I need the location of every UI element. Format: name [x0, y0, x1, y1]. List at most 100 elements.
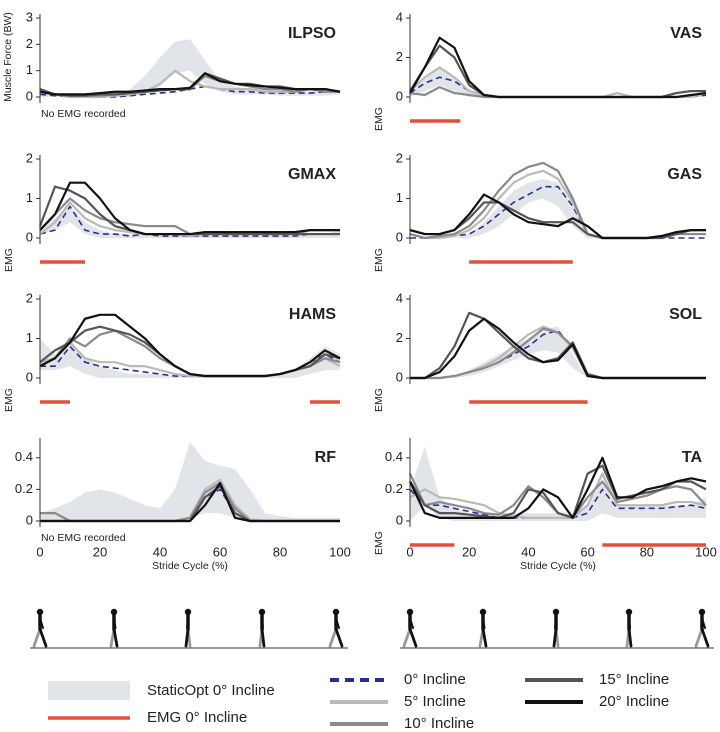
legend-label: 10° Incline	[404, 715, 474, 732]
emg-label: EMG	[373, 531, 385, 555]
figure-leg-front	[334, 627, 344, 648]
legend-label: 20° Incline	[599, 693, 669, 710]
figure-head	[258, 608, 266, 616]
gait-figure	[258, 608, 266, 648]
y-tick-label: 1	[396, 190, 403, 205]
panel-title: HAMS	[289, 306, 336, 323]
gait-figure	[694, 608, 710, 648]
figure-head	[184, 608, 192, 616]
x-tick-label: 0	[36, 544, 43, 559]
incline-line	[410, 317, 706, 380]
figure-arm	[409, 617, 414, 629]
figure-arm	[335, 617, 340, 629]
incline-line	[39, 181, 340, 236]
figure-arm	[554, 617, 557, 629]
figure-leg-back	[694, 627, 704, 648]
panel-title: GAS	[667, 166, 702, 183]
panel-title: VAS	[670, 25, 702, 42]
gait-figure	[552, 608, 560, 648]
gait-figure	[478, 608, 488, 648]
y-tick-label: 0	[26, 512, 33, 527]
figure-arm	[701, 617, 706, 629]
figure-arm	[628, 617, 631, 629]
y-tick-label: 2	[396, 330, 403, 345]
panel-title: GMAX	[288, 166, 336, 183]
x-axis-label: Stride Cycle (%)	[152, 560, 228, 572]
x-tick-label: 60	[580, 544, 594, 559]
y-tick-label: 0	[26, 88, 33, 103]
x-tick-label: 60	[213, 544, 227, 559]
x-tick-label: 20	[93, 544, 107, 559]
incline-line	[409, 456, 707, 519]
gait-figure	[328, 608, 344, 648]
incline-line	[39, 72, 341, 96]
incline-line	[409, 193, 706, 240]
figure-head	[110, 608, 118, 616]
x-tick-label: 20	[462, 544, 476, 559]
staticopt-band	[40, 442, 340, 521]
figure-head	[698, 608, 706, 616]
y-tick-label: 0.2	[15, 481, 33, 496]
figure-head	[36, 608, 44, 616]
y-tick-label: 2	[396, 150, 403, 165]
figure-leg-front	[38, 627, 48, 648]
legend-label: 5° Incline	[404, 693, 466, 710]
panel-title: ILPSO	[288, 25, 336, 42]
panel-title: RF	[315, 449, 337, 466]
figure-head	[479, 608, 487, 616]
staticopt-band	[40, 39, 340, 97]
staticopt-band	[410, 178, 706, 238]
y-tick-label: 4	[396, 290, 403, 305]
figure-head	[332, 608, 340, 616]
gait-figure	[184, 608, 192, 648]
incline-line	[409, 201, 706, 240]
panel-title: TA	[682, 449, 703, 466]
y-tick-label: 0	[396, 369, 403, 384]
y-axis-label: Muscle Force (BW)	[2, 12, 14, 102]
incline-line	[39, 313, 341, 378]
note: No EMG recorded	[41, 532, 126, 544]
gait-figure	[402, 608, 418, 648]
staticopt-band	[410, 326, 706, 378]
emg-label: EMG	[373, 388, 385, 412]
legend-label: 0° Incline	[404, 671, 466, 688]
figure-arm	[482, 617, 486, 629]
gait-figure	[32, 608, 48, 648]
figure-head	[406, 608, 414, 616]
x-tick-label: 80	[273, 544, 287, 559]
y-tick-label: 0	[396, 229, 403, 244]
y-tick-label: 3	[26, 9, 33, 24]
figure-arm	[186, 617, 189, 629]
y-tick-label: 2	[26, 36, 33, 51]
legend-band-swatch	[48, 681, 130, 700]
y-tick-label: 1	[26, 330, 33, 345]
y-tick-label: 0	[26, 369, 33, 384]
figure-leg-front	[112, 627, 119, 648]
incline-line	[409, 36, 707, 99]
x-axis-label: Stride Cycle (%)	[520, 560, 596, 572]
figure-leg-front	[184, 627, 190, 648]
figure-head	[625, 608, 633, 616]
figure-leg-front	[481, 627, 488, 648]
incline-line	[409, 464, 707, 519]
x-tick-label: 100	[329, 544, 351, 559]
figure-leg-back	[402, 627, 412, 648]
y-tick-label: 0	[26, 229, 33, 244]
emg-label: EMG	[3, 388, 15, 412]
figure-leg-front	[627, 627, 633, 648]
y-tick-label: 2	[396, 49, 403, 64]
incline-line	[40, 481, 340, 523]
y-tick-label: 2	[26, 150, 33, 165]
gait-figure	[109, 608, 119, 648]
incline-line	[39, 74, 340, 97]
y-tick-label: 1	[26, 62, 33, 77]
figure-leg-front	[700, 627, 710, 648]
y-tick-label: 4	[396, 9, 403, 24]
y-tick-label: 0.2	[385, 481, 403, 496]
x-tick-label: 100	[695, 544, 717, 559]
figure-arm	[39, 617, 44, 629]
legend-label: 15° Incline	[599, 671, 669, 688]
figure-leg-back	[328, 627, 338, 648]
y-tick-label: 0.4	[15, 449, 33, 464]
